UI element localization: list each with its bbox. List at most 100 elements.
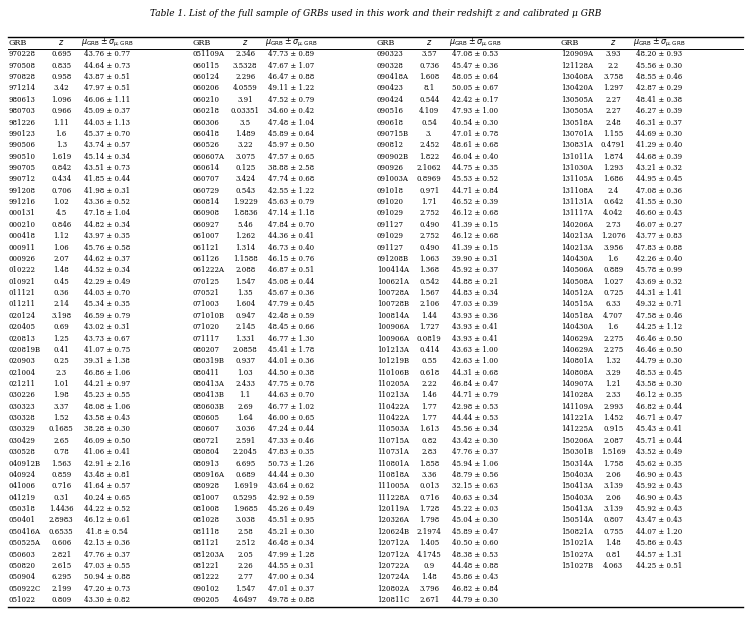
Text: 45.09 ± 0.37: 45.09 ± 0.37 — [84, 107, 130, 115]
Text: 2.26: 2.26 — [237, 562, 253, 570]
Text: 1.3: 1.3 — [56, 141, 67, 149]
Text: 0.490: 0.490 — [419, 221, 439, 229]
Text: 1.6: 1.6 — [56, 130, 67, 138]
Text: 47.73 ± 0.89: 47.73 ± 0.89 — [268, 50, 314, 58]
Text: 1.1588: 1.1588 — [233, 255, 258, 263]
Text: 080207: 080207 — [193, 346, 220, 354]
Text: 080605: 080605 — [193, 414, 220, 422]
Text: 990123: 990123 — [9, 130, 36, 138]
Text: 1.9229: 1.9229 — [233, 198, 258, 206]
Text: 2.22: 2.22 — [421, 380, 437, 388]
Text: 080413B: 080413B — [193, 391, 225, 399]
Text: 8.1: 8.1 — [424, 84, 435, 93]
Text: 43.77 ± 0.83: 43.77 ± 0.83 — [636, 232, 682, 240]
Text: 47.18 ± 1.04: 47.18 ± 1.04 — [84, 209, 130, 217]
Text: 48.61 ± 0.68: 48.61 ± 0.68 — [452, 141, 498, 149]
Text: 46.46 ± 0.50: 46.46 ± 0.50 — [636, 335, 682, 343]
Text: 45.56 ± 0.30: 45.56 ± 0.30 — [636, 61, 682, 70]
Text: 2.087: 2.087 — [603, 437, 623, 445]
Text: 090902B: 090902B — [377, 153, 409, 161]
Text: 48.20 ± 0.93: 48.20 ± 0.93 — [636, 50, 682, 58]
Text: 0.716: 0.716 — [419, 494, 439, 502]
Text: 101213A: 101213A — [377, 346, 409, 354]
Text: 48.55 ± 0.46: 48.55 ± 0.46 — [636, 73, 682, 81]
Text: 0.4791: 0.4791 — [601, 141, 626, 149]
Text: 020124: 020124 — [9, 312, 36, 320]
Text: 2.145: 2.145 — [235, 323, 255, 331]
Text: 43.48 ± 0.81: 43.48 ± 0.81 — [84, 471, 130, 479]
Text: 42.26 ± 0.40: 42.26 ± 0.40 — [636, 255, 682, 263]
Text: 2.4: 2.4 — [608, 187, 619, 195]
Text: 090618: 090618 — [377, 119, 404, 127]
Text: 1.728: 1.728 — [419, 505, 439, 513]
Text: 2.275: 2.275 — [603, 346, 623, 354]
Text: 090812: 090812 — [377, 141, 404, 149]
Text: 44.25 ± 0.51: 44.25 ± 0.51 — [636, 562, 682, 570]
Text: 071117: 071117 — [193, 335, 220, 343]
Text: 2.296: 2.296 — [235, 73, 255, 81]
Text: 071003: 071003 — [193, 301, 220, 309]
Text: 2.106: 2.106 — [419, 301, 439, 309]
Text: 2.821: 2.821 — [51, 551, 71, 558]
Text: 3.139: 3.139 — [603, 483, 623, 491]
Text: 1.331: 1.331 — [235, 335, 255, 343]
Text: 47.97 ± 0.51: 47.97 ± 0.51 — [84, 84, 130, 93]
Text: 120909A: 120909A — [561, 50, 593, 58]
Text: 45.97 ± 0.50: 45.97 ± 0.50 — [268, 141, 314, 149]
Text: 990712: 990712 — [9, 175, 36, 183]
Text: 100621A: 100621A — [377, 278, 409, 286]
Text: 1.027: 1.027 — [603, 278, 623, 286]
Text: 0.807: 0.807 — [603, 517, 623, 524]
Text: 110715A: 110715A — [377, 437, 409, 445]
Text: 140907A: 140907A — [561, 380, 593, 388]
Text: 110213A: 110213A — [377, 391, 409, 399]
Text: 2.14: 2.14 — [53, 301, 69, 309]
Text: 45.76 ± 0.58: 45.76 ± 0.58 — [84, 243, 130, 252]
Text: 1.32: 1.32 — [605, 357, 621, 365]
Text: 0.490: 0.490 — [419, 243, 439, 252]
Text: 45.26 ± 0.49: 45.26 ± 0.49 — [268, 505, 314, 513]
Text: 0.937: 0.937 — [235, 357, 255, 365]
Text: 0.414: 0.414 — [419, 346, 439, 354]
Text: 1.858: 1.858 — [419, 460, 439, 468]
Text: 080928: 080928 — [193, 483, 220, 491]
Text: 030323: 030323 — [9, 403, 35, 410]
Text: 6.695: 6.695 — [235, 460, 255, 468]
Text: 0.689: 0.689 — [235, 471, 255, 479]
Text: 45.53 ± 0.52: 45.53 ± 0.52 — [452, 175, 498, 183]
Text: 41.64 ± 0.57: 41.64 ± 0.57 — [84, 483, 130, 491]
Text: 45.92 ± 0.43: 45.92 ± 0.43 — [636, 505, 682, 513]
Text: 0.736: 0.736 — [419, 61, 439, 70]
Text: 130831A: 130831A — [561, 141, 593, 149]
Text: 2.199: 2.199 — [51, 584, 71, 592]
Text: 41.85 ± 0.44: 41.85 ± 0.44 — [84, 175, 130, 183]
Text: 030328: 030328 — [9, 414, 36, 422]
Text: 3.198: 3.198 — [51, 312, 71, 320]
Text: 43.63 ± 1.00: 43.63 ± 1.00 — [452, 346, 498, 354]
Text: 46.84 ± 0.47: 46.84 ± 0.47 — [452, 380, 498, 388]
Text: 980613: 980613 — [9, 96, 36, 104]
Text: 011211: 011211 — [9, 301, 36, 309]
Text: 2.1062: 2.1062 — [417, 164, 442, 172]
Text: 000418: 000418 — [9, 232, 36, 240]
Text: 46.46 ± 0.50: 46.46 ± 0.50 — [636, 346, 682, 354]
Text: 46.04 ± 0.40: 46.04 ± 0.40 — [452, 153, 498, 161]
Text: 46.48 ± 0.34: 46.48 ± 0.34 — [268, 539, 314, 547]
Text: 41.55 ± 0.30: 41.55 ± 0.30 — [636, 198, 682, 206]
Text: 2.2: 2.2 — [608, 61, 619, 70]
Text: 42.42 ± 0.17: 42.42 ± 0.17 — [452, 96, 498, 104]
Text: 2.1974: 2.1974 — [417, 528, 442, 536]
Text: 1.6: 1.6 — [608, 255, 619, 263]
Text: 970828: 970828 — [9, 73, 36, 81]
Text: 980703: 980703 — [9, 107, 36, 115]
Text: 44.95 ± 0.45: 44.95 ± 0.45 — [636, 175, 682, 183]
Text: 43.51 ± 0.73: 43.51 ± 0.73 — [84, 164, 130, 172]
Text: 1.686: 1.686 — [603, 175, 623, 183]
Text: 981226: 981226 — [9, 119, 36, 127]
Text: 45.43 ± 0.41: 45.43 ± 0.41 — [636, 425, 682, 433]
Text: 0.725: 0.725 — [603, 289, 623, 297]
Text: 050318: 050318 — [9, 505, 36, 513]
Text: 100728A: 100728A — [377, 289, 409, 297]
Text: 3.57: 3.57 — [421, 50, 437, 58]
Text: 48.05 ± 0.64: 48.05 ± 0.64 — [452, 73, 498, 81]
